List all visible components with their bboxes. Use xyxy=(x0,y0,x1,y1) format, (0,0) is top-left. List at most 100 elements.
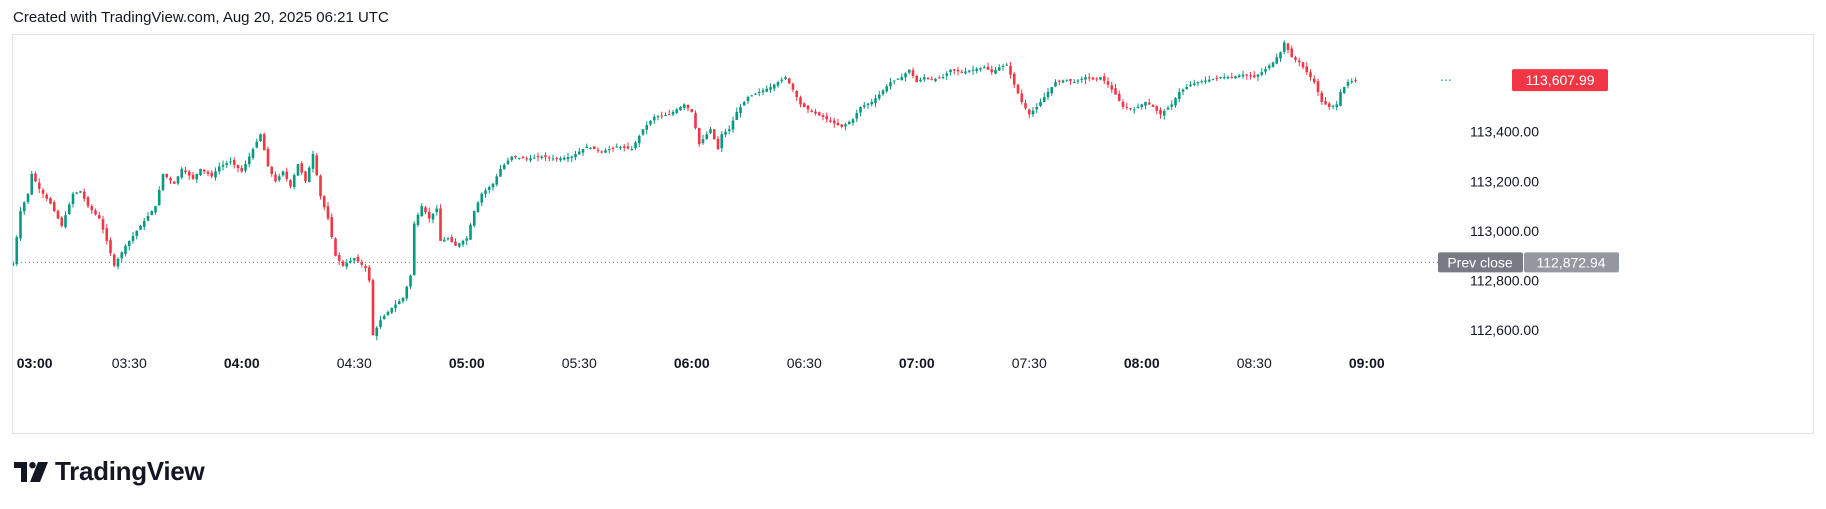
candle[interactable] xyxy=(484,188,487,198)
candle[interactable] xyxy=(806,105,810,114)
candle[interactable] xyxy=(352,257,356,264)
candle[interactable] xyxy=(1294,55,1297,63)
candle[interactable] xyxy=(780,77,784,84)
candle[interactable] xyxy=(161,173,165,192)
candle[interactable] xyxy=(225,160,229,169)
candle[interactable] xyxy=(345,259,349,270)
candle[interactable] xyxy=(1054,79,1057,88)
candle[interactable] xyxy=(1249,71,1252,80)
candle[interactable] xyxy=(120,251,124,263)
candle[interactable] xyxy=(874,94,877,108)
candle[interactable] xyxy=(469,223,472,240)
candle[interactable] xyxy=(1072,79,1076,84)
candle[interactable] xyxy=(1267,63,1271,71)
candle[interactable] xyxy=(266,146,270,167)
candle[interactable] xyxy=(840,124,844,129)
candle[interactable] xyxy=(919,77,922,83)
candle[interactable] xyxy=(1084,74,1087,84)
candle[interactable] xyxy=(1342,86,1346,95)
candle[interactable] xyxy=(1350,78,1354,84)
candle[interactable] xyxy=(109,237,112,256)
candle[interactable] xyxy=(1117,90,1121,102)
candle[interactable] xyxy=(1204,76,1207,84)
candle[interactable] xyxy=(1102,72,1106,84)
candle[interactable] xyxy=(1057,79,1061,86)
candle[interactable] xyxy=(727,125,731,135)
candle[interactable] xyxy=(1335,100,1339,111)
candle[interactable] xyxy=(956,66,960,76)
candle[interactable] xyxy=(521,155,525,159)
candle[interactable] xyxy=(1035,103,1039,114)
candle[interactable] xyxy=(1050,87,1054,96)
candle[interactable] xyxy=(285,167,289,182)
candle[interactable] xyxy=(922,74,926,82)
candle[interactable] xyxy=(274,171,277,183)
candle[interactable] xyxy=(566,152,570,163)
candle[interactable] xyxy=(1290,45,1294,58)
candle[interactable] xyxy=(1226,75,1230,80)
candle[interactable] xyxy=(34,171,37,183)
candle[interactable] xyxy=(862,101,866,109)
candle[interactable] xyxy=(1327,101,1331,110)
candle[interactable] xyxy=(1324,97,1327,105)
candle[interactable] xyxy=(1185,83,1189,90)
candle[interactable] xyxy=(247,152,251,168)
candle[interactable] xyxy=(641,129,645,136)
candle[interactable] xyxy=(570,155,574,163)
candle[interactable] xyxy=(135,230,139,240)
candle[interactable] xyxy=(277,173,281,182)
candle[interactable] xyxy=(604,148,607,153)
candle[interactable] xyxy=(1095,77,1099,82)
candle[interactable] xyxy=(60,216,64,228)
candle[interactable] xyxy=(1020,89,1024,105)
candle[interactable] xyxy=(337,252,341,265)
tradingview-logo[interactable]: TradingView xyxy=(14,456,205,487)
candle[interactable] xyxy=(1069,78,1072,85)
candle[interactable] xyxy=(300,161,304,176)
candle[interactable] xyxy=(1031,106,1035,117)
candle[interactable] xyxy=(281,170,285,177)
candle[interactable] xyxy=(116,257,120,270)
candle[interactable] xyxy=(1207,75,1211,83)
candle[interactable] xyxy=(562,155,566,161)
candle[interactable] xyxy=(139,224,142,230)
candle[interactable] xyxy=(26,193,30,205)
candle[interactable] xyxy=(739,104,742,118)
candle[interactable] xyxy=(1241,70,1245,79)
candle[interactable] xyxy=(847,120,851,125)
candle[interactable] xyxy=(536,152,540,162)
candle[interactable] xyxy=(1009,61,1012,79)
candle[interactable] xyxy=(742,100,746,106)
candle[interactable] xyxy=(1136,103,1140,109)
candle[interactable] xyxy=(13,260,15,267)
candle[interactable] xyxy=(356,254,360,263)
candle[interactable] xyxy=(1132,106,1136,114)
candle[interactable] xyxy=(686,104,690,112)
candle[interactable] xyxy=(592,146,596,150)
candle[interactable] xyxy=(79,190,82,193)
candle[interactable] xyxy=(1354,77,1357,83)
candle[interactable] xyxy=(720,131,724,153)
candle[interactable] xyxy=(67,202,71,216)
candle[interactable] xyxy=(952,68,956,75)
candle[interactable] xyxy=(457,242,461,249)
candle[interactable] xyxy=(191,172,195,181)
candle[interactable] xyxy=(1237,74,1241,78)
candle[interactable] xyxy=(296,163,300,176)
candle[interactable] xyxy=(379,316,382,329)
candle[interactable] xyxy=(1192,79,1196,87)
candle[interactable] xyxy=(682,103,686,111)
candle[interactable] xyxy=(911,67,915,79)
candle[interactable] xyxy=(262,132,266,151)
candle[interactable] xyxy=(52,200,56,213)
candle[interactable] xyxy=(941,73,945,80)
candle[interactable] xyxy=(255,138,259,149)
candle[interactable] xyxy=(574,150,577,161)
candle[interactable] xyxy=(784,75,787,81)
candle[interactable] xyxy=(829,117,832,124)
candle[interactable] xyxy=(690,108,694,113)
candle[interactable] xyxy=(375,325,379,341)
candle[interactable] xyxy=(866,102,870,109)
candle[interactable] xyxy=(439,204,442,241)
candle[interactable] xyxy=(896,78,900,80)
